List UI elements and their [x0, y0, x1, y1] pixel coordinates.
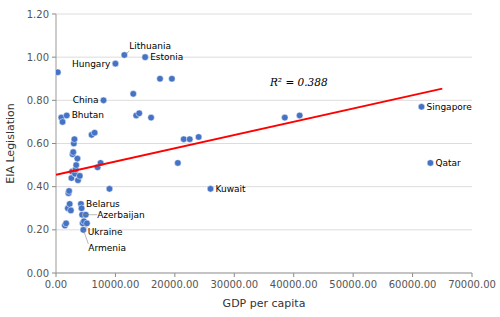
point-label: Kuwait [216, 184, 247, 194]
tick-mark [293, 273, 294, 277]
tick-mark [472, 273, 473, 277]
tick-mark [52, 57, 56, 58]
label-leader [82, 214, 97, 215]
plot-area [56, 52, 442, 233]
scatter-point [186, 136, 193, 143]
scatter-point [427, 160, 434, 167]
chart: 0.00 0.20 0.40 0.60 0.80 1.00 1.20 0.00 10000.00… [0, 0, 500, 317]
scatter-point [207, 186, 214, 193]
scatter-point [68, 207, 75, 214]
tick-label: 0.00 [45, 279, 67, 290]
tick-mark [353, 273, 354, 277]
scatter-point [91, 129, 98, 136]
tick-label: 70000.00 [448, 279, 496, 290]
tick-label: 60000.00 [389, 279, 437, 290]
scatter-point [418, 104, 425, 111]
scatter-point [100, 97, 107, 104]
point-label: Hungary [72, 59, 111, 69]
tick-label: 1.20 [27, 9, 49, 20]
tick-label: 30000.00 [210, 279, 258, 290]
point-label: Armenia [88, 243, 126, 253]
tick-mark [115, 273, 116, 277]
scatter-point [66, 188, 73, 195]
scatter-point [106, 186, 113, 193]
scatter-point [282, 114, 289, 121]
grid [56, 14, 472, 273]
grid-line [56, 14, 472, 15]
point-label: Lithuania [129, 41, 171, 51]
tick-label: 50000.00 [329, 279, 377, 290]
scatter-point [169, 75, 176, 82]
tick-mark [52, 14, 56, 15]
tick-label: 0.60 [27, 138, 49, 149]
scatter-point [74, 155, 81, 162]
grid-line [56, 143, 472, 144]
y-axis-label: EIA Legislation [4, 103, 17, 184]
scatter-point [130, 91, 137, 98]
tick-label: 1.00 [27, 52, 49, 63]
trend-line [56, 89, 442, 175]
scatter-point [73, 162, 80, 169]
tick-mark [174, 273, 175, 277]
scatter-point [70, 149, 77, 156]
scatter-point [66, 201, 73, 208]
y-axis-line [56, 14, 57, 273]
tick-mark [56, 273, 57, 277]
scatter-point [157, 75, 164, 82]
tick-label: 0.80 [27, 95, 49, 106]
scatter-point [136, 110, 143, 117]
scatter-point [59, 119, 66, 126]
point-label: Belarus [86, 199, 120, 209]
tick-mark [412, 273, 413, 277]
grid-line [56, 100, 472, 101]
tick-label: 0.00 [27, 268, 49, 279]
annotation: R² = 0.388 [269, 76, 328, 88]
scatter-point [148, 114, 155, 121]
scatter-point [112, 60, 119, 67]
x-axis-line [56, 273, 472, 274]
tick-label: 0.20 [27, 224, 49, 235]
scatter-point [84, 220, 91, 227]
grid-line [56, 273, 472, 274]
label-leader [124, 51, 129, 55]
scatter-point [180, 136, 187, 143]
tick-mark [52, 186, 56, 187]
point-label: Azerbaijan [97, 210, 145, 220]
point-label: Qatar [435, 158, 461, 168]
tick-label: 20000.00 [151, 279, 199, 290]
tick-label: 40000.00 [270, 279, 318, 290]
scatter-point [175, 160, 182, 167]
tick-label: 0.40 [27, 181, 49, 192]
scatter-point [142, 54, 149, 61]
grid-line [56, 186, 472, 187]
scatter-point [71, 136, 78, 143]
x-axis-label: GDP per capita [223, 297, 306, 310]
scatter-point [121, 52, 128, 59]
scatter-point [63, 112, 70, 119]
background [0, 0, 500, 317]
point-label: Bhutan [72, 110, 104, 120]
scatter-point [78, 205, 85, 212]
point-label: Ukraine [88, 227, 123, 237]
point-label: Estonia [150, 52, 183, 62]
scatter-point [63, 220, 70, 227]
point-label: Singapore [426, 102, 472, 112]
tick-label: 10000.00 [92, 279, 140, 290]
scatter-point [195, 134, 202, 141]
scatter-point [76, 173, 83, 180]
point-labels: BelarusAzerbaijan Ukraine Armenia China Bhut… [72, 41, 473, 253]
tick-mark [52, 100, 56, 101]
grid-line [56, 57, 472, 58]
tick-mark [234, 273, 235, 277]
point-label: China [73, 95, 99, 105]
tick-mark [52, 143, 56, 144]
scatter-point [296, 112, 303, 119]
scatter-point [56, 69, 61, 76]
tick-mark [52, 273, 56, 274]
annotations: R² = 0.388 [269, 76, 328, 88]
axes: 0.00 0.20 0.40 0.60 0.80 1.00 1.20 0.00 10000.00… [27, 9, 496, 291]
tick-mark [52, 229, 56, 230]
